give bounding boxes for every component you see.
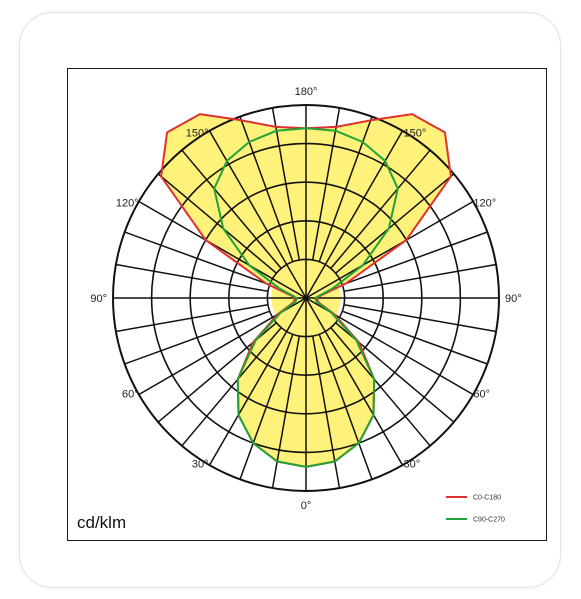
angle-label: 120° [473,198,496,210]
grid-spoke [305,130,404,299]
grid-spoke [239,116,294,262]
grid-spoke [181,327,282,447]
grid-spoke [342,310,488,365]
angle-label: 30° [192,458,209,470]
grid-spoke [271,107,301,261]
series-curve-C90-C270 [213,127,399,468]
angle-label: 150° [186,128,209,140]
grid-spoke [181,149,282,269]
grid-spoke [124,231,270,286]
angle-label: 120° [116,198,139,210]
grid-spoke [311,107,341,261]
grid-spoke [318,116,373,262]
grid-spoke [343,263,497,293]
angle-label: 0° [301,500,312,512]
grid-spoke [157,173,277,274]
grid-spoke [208,130,307,299]
unit-label: cd/klm [77,513,126,532]
angle-label: 90° [90,293,107,305]
grid-spoke [138,200,307,299]
grid-spoke [335,173,455,274]
grid-spoke [115,303,269,333]
angle-label: 30° [404,458,421,470]
grid-spoke [305,200,474,299]
grid-spoke [311,335,341,489]
legend-label: C90-C270 [473,517,505,524]
angle-label: 60° [473,389,490,401]
legend: C0-C180 C90-C270 [446,495,505,524]
angle-label: 60° [122,389,139,401]
grid-spoke [124,310,270,365]
angle-label: 180° [295,86,318,98]
grid-spoke [330,327,431,447]
grid-spoke [305,297,404,466]
grid-spoke [208,297,307,466]
grid-spoke [115,263,269,293]
grid-spoke [343,303,497,333]
grid-spoke [318,334,373,480]
angle-label: 90° [505,293,522,305]
grid-spoke [330,149,431,269]
grid-spoke [271,335,301,489]
grid-spoke [342,231,488,286]
legend-label: C0-C180 [473,495,501,502]
grid-spoke [239,334,294,480]
angle-label: 150° [404,128,427,140]
